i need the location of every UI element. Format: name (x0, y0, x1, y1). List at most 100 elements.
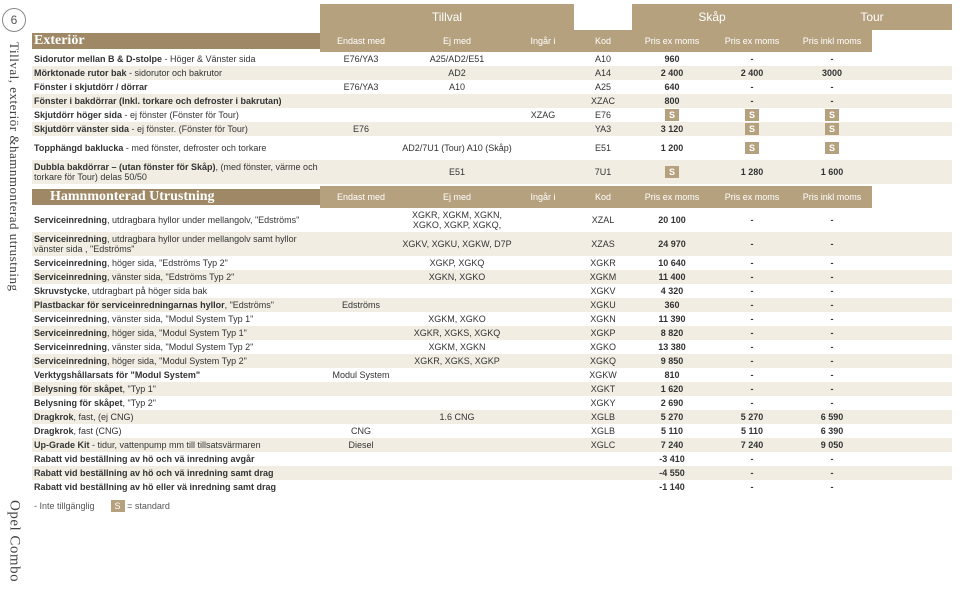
row-description: Serviceinredning, vänster sida, "Edström… (32, 272, 320, 282)
section1-header: Exteriör Endast med Ej med Ingår i Kod P… (32, 30, 952, 52)
table-cell: - (792, 328, 872, 338)
table-cell: 7U1 (574, 167, 632, 177)
standard-marker: S (665, 109, 679, 121)
table-cell: - (712, 482, 792, 492)
table-cell: - (792, 82, 872, 92)
col-skap: Skåp (632, 4, 792, 30)
table-cell: 5 270 (712, 412, 792, 422)
row-description: Verktygshållarsats för "Modul System" (32, 370, 320, 380)
table-cell: XGKR (574, 258, 632, 268)
section2-title: Hamnmonterad Utrustning (32, 189, 320, 205)
standard-marker: S (745, 109, 759, 121)
table-cell: XGKN, XGKO (402, 272, 512, 282)
table-cell: - (792, 384, 872, 394)
table-cell: - (792, 482, 872, 492)
table-cell: XGKR, XGKS, XGKP (402, 356, 512, 366)
table-cell: 3 120 (632, 124, 712, 134)
table-cell: 5 110 (712, 426, 792, 436)
s2-col4: Pris ex moms (632, 186, 712, 208)
table-cell: XZAG (512, 110, 574, 120)
table-cell: YA3 (574, 124, 632, 134)
standard-marker: S (825, 123, 839, 135)
table-cell: A25/AD2/E51 (402, 54, 512, 64)
row-description: Rabatt vid beställning av hö och vä inre… (32, 454, 320, 464)
table-cell: XGKR, XGKM, XGKN, XGKO, XGKP, XGKQ, (402, 210, 512, 230)
section2-header: Hamnmonterad Utrustning Endast med Ej me… (32, 186, 952, 208)
table-cell: S (712, 123, 792, 135)
table-row: Plastbackar för serviceinredningarnas hy… (32, 298, 952, 312)
standard-marker: S (745, 123, 759, 135)
table-row: Serviceinredning, vänster sida, "Modul S… (32, 312, 952, 326)
row-description: Serviceinredning, höger sida, "Modul Sys… (32, 356, 320, 366)
table-cell: XGLB (574, 426, 632, 436)
table-cell: XGLC (574, 440, 632, 450)
table-cell: - (712, 328, 792, 338)
s1-col1: Ej med (402, 30, 512, 52)
s1-col6: Pris inkl moms (792, 30, 872, 52)
table-cell: XGKW (574, 370, 632, 380)
table-cell: 6 590 (792, 412, 872, 422)
table-cell: - (792, 286, 872, 296)
table-cell: XGKO (574, 342, 632, 352)
table-cell: - (712, 314, 792, 324)
row-description: Fönster i bakdörrar (Inkl. torkare och d… (32, 96, 320, 106)
table-cell: XGKP, XGKQ (402, 258, 512, 268)
standard-marker: S (825, 109, 839, 121)
table-row: Rabatt vid beställning av hö och vä inre… (32, 466, 952, 480)
table-cell: - (712, 258, 792, 268)
table-row: Rabatt vid beställning av hö och vä inre… (32, 452, 952, 466)
row-description: Serviceinredning, utdragbara hyllor unde… (32, 215, 320, 225)
table-cell: 360 (632, 300, 712, 310)
table-row: Dragkrok, fast (CNG)CNGXGLB5 1105 1106 3… (32, 424, 952, 438)
table-cell: 1 600 (792, 167, 872, 177)
row-description: Skjutdörr höger sida - ej fönster (Fönst… (32, 110, 320, 120)
table-cell: - (792, 314, 872, 324)
s2-col1: Ej med (402, 186, 512, 208)
table-row: Serviceinredning, höger sida, "Edströms … (32, 256, 952, 270)
row-description: Topphängd baklucka - med fönster, defros… (32, 143, 320, 153)
table-cell: 5 110 (632, 426, 712, 436)
table-cell: XGKP (574, 328, 632, 338)
table-cell: XGKQ (574, 356, 632, 366)
table-cell: 960 (632, 54, 712, 64)
table-cell: Modul System (320, 370, 402, 380)
table-row: Serviceinredning, höger sida, "Modul Sys… (32, 326, 952, 340)
table-cell: 1 280 (712, 167, 792, 177)
table-cell: A10 (574, 54, 632, 64)
table-row: Fönster i skjutdörr / dörrarE76/YA3A10A2… (32, 80, 952, 94)
page-number-circle: 6 (2, 8, 26, 32)
standard-marker: S (825, 142, 839, 154)
table-row: Up-Grade Kit - tidur, vattenpump mm till… (32, 438, 952, 452)
row-description: Belysning för skåpet, "Typ 1" (32, 384, 320, 394)
table-row: Serviceinredning, utdragbara hyllor unde… (32, 208, 952, 232)
table-cell: S (792, 109, 872, 121)
row-description: Fönster i skjutdörr / dörrar (32, 82, 320, 92)
sidebar-title-2: hamnmonterad utrustning (6, 146, 22, 291)
row-description: Rabatt vid beställning av hö och vä inre… (32, 468, 320, 478)
table-cell: XZAC (574, 96, 632, 106)
table-cell: 5 270 (632, 412, 712, 422)
table-cell: S (792, 142, 872, 154)
table-cell: 11 390 (632, 314, 712, 324)
table-cell: XGKV, XGKU, XGKW, D7P (402, 239, 512, 249)
table-row: Serviceinredning, vänster sida, "Edström… (32, 270, 952, 284)
table-row: Sidorutor mellan B & D-stolpe - Höger & … (32, 52, 952, 66)
sidebar: 6 Tillval, exteriör & hamnmonterad utrus… (0, 0, 28, 582)
table-row: Rabatt vid beställning av hö eller vä in… (32, 480, 952, 494)
col-tour: Tour (792, 4, 952, 30)
table-cell: 13 380 (632, 342, 712, 352)
s1-col3: Kod (574, 30, 632, 52)
table-row: Serviceinredning, utdragbara hyllor unde… (32, 232, 952, 256)
table-cell: -4 550 (632, 468, 712, 478)
table-cell: - (712, 54, 792, 64)
table-cell: 7 240 (632, 440, 712, 450)
legend-std-text: = standard (127, 501, 170, 511)
row-description: Up-Grade Kit - tidur, vattenpump mm till… (32, 440, 320, 450)
table-cell: E76/YA3 (320, 54, 402, 64)
table-cell: - (792, 356, 872, 366)
table-cell: S (632, 166, 712, 178)
table-row: Skruvstycke, utdragbart på höger sida ba… (32, 284, 952, 298)
table-cell: - (712, 370, 792, 380)
row-description: Serviceinredning, vänster sida, "Modul S… (32, 342, 320, 352)
table-cell: - (712, 454, 792, 464)
